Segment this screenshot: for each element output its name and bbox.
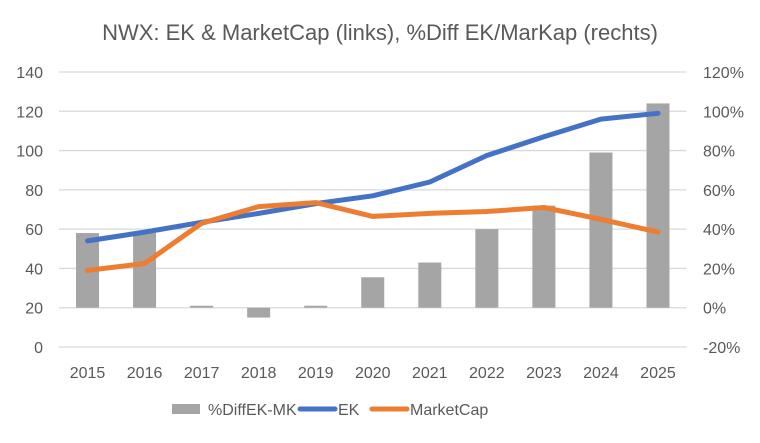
right-axis-tick-label: 120% <box>703 65 744 82</box>
legend-swatch-%diffek-mk <box>172 404 200 414</box>
x-axis-tick-label: 2020 <box>355 365 391 382</box>
bar-2021 <box>418 262 442 308</box>
left-axis-tick-label: 60 <box>25 222 43 239</box>
left-axis-tick-label: 80 <box>25 183 43 200</box>
x-axis-tick-label: 2025 <box>640 365 676 382</box>
bar-2020 <box>361 277 385 308</box>
left-axis-tick-label: 40 <box>25 261 43 278</box>
x-axis-tick-label: 2015 <box>70 365 106 382</box>
left-axis-tick-label: 20 <box>25 301 43 318</box>
legend-label: MarketCap <box>410 402 488 419</box>
x-axis: 2015 2016 2017 2018 2019 2020 2021 2022 2023 2024… <box>70 365 676 382</box>
line-ek <box>85 110 661 244</box>
left-axis-tick-label: 140 <box>16 65 43 82</box>
chart-title: NWX: EK & MarketCap (links), %Diff EK/Ma… <box>102 20 658 45</box>
bar-2025 <box>646 103 670 308</box>
x-axis-tick-label: 2021 <box>412 365 448 382</box>
left-axis-tick-label: 120 <box>16 104 43 121</box>
bar-2018 <box>247 307 271 318</box>
x-axis-tick-label: 2017 <box>184 365 220 382</box>
legend-label: %DiffEK-MK <box>208 402 297 419</box>
x-axis-tick-label: 2024 <box>583 365 619 382</box>
line-marketcap <box>85 200 661 273</box>
right-axis-tick-label: 40% <box>703 222 735 239</box>
x-axis-tick-label: 2019 <box>298 365 334 382</box>
right-axis-tick-label: 100% <box>703 104 744 121</box>
x-axis-tick-label: 2018 <box>241 365 277 382</box>
right-axis-tick-label: 0% <box>703 301 726 318</box>
x-axis-tick-label: 2023 <box>526 365 562 382</box>
bar-2017 <box>190 305 214 308</box>
right-axis-tick-label: 20% <box>703 261 735 278</box>
x-axis-tick-label: 2016 <box>127 365 163 382</box>
bar-2019 <box>304 305 328 308</box>
legend: %DiffEK-MK EK MarketCap <box>172 402 488 419</box>
bar-2022 <box>475 229 499 308</box>
bar-2016 <box>133 233 157 308</box>
right-axis: -20% 0% 20% 40% 60% 80% 100% 120% <box>703 65 744 357</box>
bar-series <box>76 103 670 318</box>
right-axis-tick-label: -20% <box>703 340 740 357</box>
left-axis-tick-label: 0 <box>34 340 43 357</box>
x-axis-tick-label: 2022 <box>469 365 505 382</box>
right-axis-tick-label: 60% <box>703 183 735 200</box>
left-axis: 0 20 40 60 80 100 120 140 <box>16 65 43 357</box>
right-axis-tick-label: 80% <box>703 144 735 161</box>
legend-label: EK <box>338 402 360 419</box>
line-series <box>85 110 661 273</box>
bar-2024 <box>589 152 613 308</box>
left-axis-tick-label: 100 <box>16 144 43 161</box>
bar-2023 <box>532 205 556 308</box>
